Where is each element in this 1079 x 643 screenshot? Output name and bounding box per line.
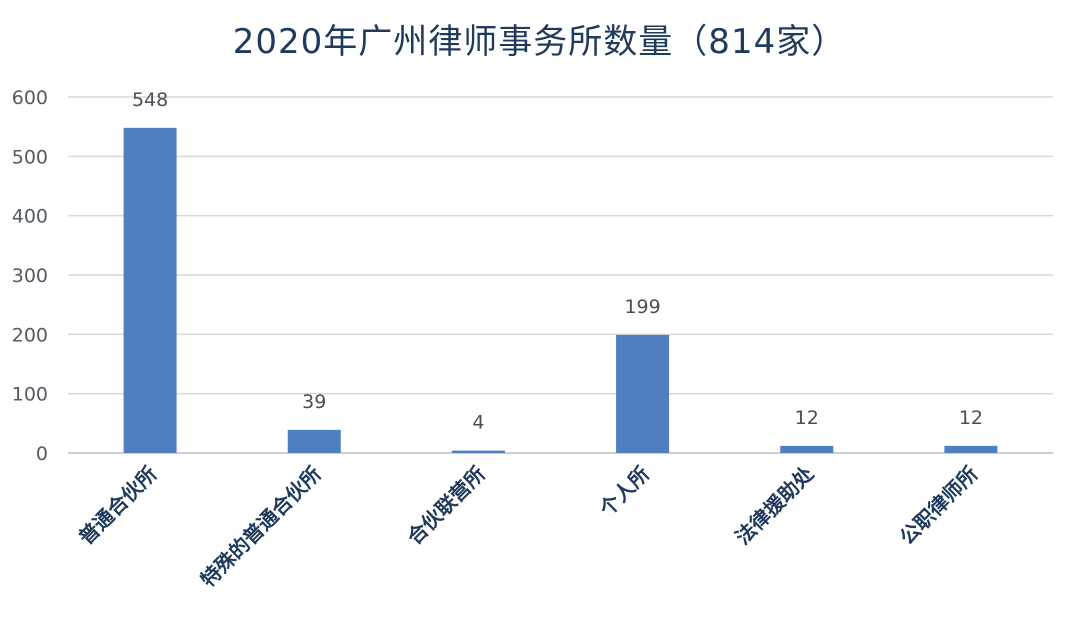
x-tick-label: 法律援助处 (731, 461, 819, 549)
x-tick-label: 特殊的普通合伙所 (196, 462, 326, 592)
y-tick-label: 300 (12, 265, 48, 287)
bar (451, 450, 505, 453)
x-tick-label: 公职律师所 (895, 462, 983, 550)
x-tick-label: 普通合伙所 (74, 462, 162, 550)
y-tick-label: 0 (36, 443, 48, 465)
data-label: 4 (472, 412, 484, 434)
data-label: 199 (624, 296, 660, 318)
y-axis: 0 100 200 300 400 500 600 (12, 87, 48, 465)
data-labels: 548 39 4 199 12 12 (132, 89, 983, 434)
bar (287, 429, 341, 453)
chart-title: 2020年广州律师事务所数量（814家） (232, 22, 847, 62)
bar (616, 334, 670, 453)
data-label: 12 (959, 407, 983, 429)
x-tick-label: 合伙联营所 (402, 462, 490, 550)
bars (123, 127, 998, 453)
bar (944, 445, 998, 453)
y-tick-label: 500 (12, 146, 48, 168)
y-tick-label: 200 (12, 324, 48, 346)
data-label: 39 (302, 391, 326, 413)
y-tick-label: 400 (12, 206, 48, 228)
x-axis: 普通合伙所 特殊的普通合伙所 合伙联营所 个人所 法律援助处 公职律师所 (74, 461, 983, 592)
bar (123, 127, 177, 453)
gridlines (68, 96, 1053, 454)
data-label: 548 (132, 89, 168, 111)
x-tick-label: 个人所 (594, 462, 654, 522)
y-tick-label: 600 (12, 87, 48, 109)
bar (780, 445, 834, 453)
y-tick-label: 100 (12, 384, 48, 406)
data-label: 12 (795, 407, 819, 429)
